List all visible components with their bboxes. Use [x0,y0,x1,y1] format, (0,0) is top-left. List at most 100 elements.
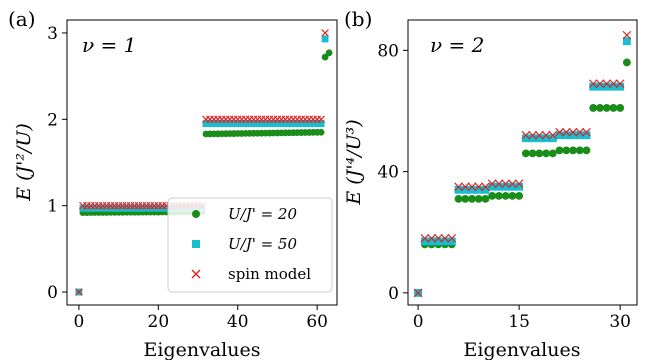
point-square-b [434,237,443,246]
point-x-b [487,179,497,189]
point-square-b [474,185,483,194]
point-square-b [447,237,456,246]
point-square-b [575,131,584,140]
point-square-a [313,120,321,128]
point-square-b [420,237,429,246]
point-square-a [214,120,222,128]
point-square-a [218,120,226,128]
x-axis-label-b: Eigenvalues [464,339,581,360]
point-square-a [226,120,234,128]
point-square-b [622,37,631,46]
point-circle-b [589,104,598,112]
point-square-a [162,204,170,212]
point-square-b [528,134,537,143]
point-square-a [250,120,258,128]
point-square-a [301,120,309,128]
point-x-stroke [568,127,578,137]
point-square-b [535,134,544,143]
point-x-b [615,79,625,89]
x-tick-label-a: 0 [73,312,84,332]
point-square-a [242,120,250,128]
point-square-b [602,82,611,91]
point-x-b [501,179,510,189]
point-square-a [254,120,261,128]
point-square-b [555,131,564,140]
point-circle-b [501,191,510,200]
point-circle-b [474,194,483,203]
y-tick-label-a: 0 [47,283,58,303]
point-square-a [281,120,289,128]
point-circle-b [528,149,537,158]
point-circle-b [602,104,611,112]
x-tick-label-a: 20 [148,312,170,332]
point-square-a [266,120,273,128]
point-x-stroke [521,130,531,140]
point-x-stroke [582,127,591,137]
point-x-stroke [75,288,83,296]
point-x-b [535,130,544,140]
x-tick-label-b: 30 [609,312,631,332]
point-x-stroke [609,79,618,89]
point-square-a [238,120,246,128]
point-x-stroke [460,182,470,192]
point-x-b [433,233,443,243]
point-square-a [143,204,150,212]
legend: U/J' = 20 U/J' = 50 spin model [167,197,333,293]
point-x-b [555,127,564,137]
point-circle-b [461,194,470,203]
point-square-b [596,82,604,91]
point-x-stroke [494,179,504,189]
point-square-b [515,182,524,191]
point-circle-b [622,58,631,67]
annotation-a: ν = 1 [82,33,136,57]
x-tick-label-b: 15 [508,312,530,332]
legend-box [167,197,333,293]
point-square-a [127,204,134,212]
point-x-stroke [487,179,497,189]
point-x-b [508,179,517,189]
point-square-a [79,204,87,212]
point-square-a [131,204,138,212]
point-square-a [91,204,99,212]
point-square-b [488,182,497,191]
point-circle-b [555,146,564,155]
point-square-a [103,204,111,212]
point-square-a [83,204,91,212]
marks-panel-b [413,30,632,298]
point-x-b [481,182,490,192]
point-x-b [561,127,571,137]
point-square-a [99,204,107,212]
point-x-b [494,179,504,189]
point-x-stroke [528,130,537,140]
point-square-a [285,120,293,128]
point-square-a [317,120,325,128]
point-square-a [293,120,301,128]
point-x-b [595,79,605,89]
point-x-b [609,79,618,89]
point-x-stroke [420,233,430,243]
y-axis-label-a: E (J'²/U) [13,123,35,202]
point-square-b [441,237,449,246]
point-x-b [582,127,591,137]
point-x-stroke [622,30,632,40]
point-circle-b [488,191,497,200]
point-x-b [588,79,598,89]
point-circle-b [535,149,544,158]
x-tick-label-a: 60 [306,312,328,332]
point-x-stroke [541,130,551,140]
point-square-b [569,131,577,140]
point-x-b [440,233,450,243]
point-x-b [548,130,558,140]
point-x-b [454,182,463,192]
point-x-b [622,30,632,40]
point-square-b [542,134,550,143]
point-circle-a [325,49,333,57]
point-square-a [278,120,285,128]
point-x-stroke [588,79,598,89]
point-square-a [139,204,146,212]
point-square-a [95,204,103,212]
panel-label-a: (a) [8,7,36,31]
point-x-stroke [535,130,544,140]
point-circle-b [508,191,517,200]
